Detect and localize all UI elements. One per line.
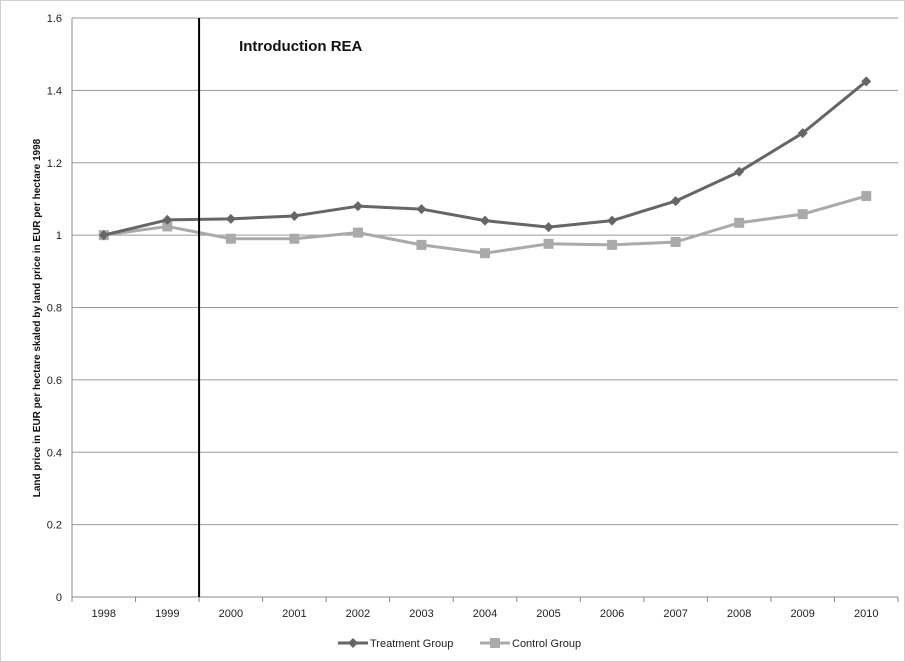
legend-label: Treatment Group: [370, 638, 453, 650]
data-point-control: [543, 238, 554, 249]
data-point-control: [352, 227, 363, 238]
y-tick-label: 1.4: [47, 85, 62, 97]
data-point-control: [225, 233, 236, 244]
data-point-control: [416, 239, 427, 250]
axes: 0 0.2 0.4 0.6 0.8 1 1.2 1.4 1.6 1998 1999 2000 2001 2…: [47, 13, 899, 620]
x-tick-label: 2003: [409, 608, 433, 620]
y-tick-label: 0.8: [47, 303, 62, 315]
data-point-control: [861, 191, 872, 202]
legend-marker: [490, 638, 500, 648]
x-tick-label: 2007: [663, 608, 687, 620]
data-point-treatment: [98, 230, 109, 241]
x-tick-label: 2010: [854, 608, 878, 620]
data-point-control: [162, 221, 173, 232]
x-tick-label: 2008: [727, 608, 751, 620]
y-axis-label: Land price in EUR per hectare skaled by …: [32, 138, 43, 497]
data-point-treatment: [797, 128, 808, 139]
data-point-control: [670, 237, 681, 248]
data-point-control: [607, 239, 618, 250]
data-point-treatment: [734, 166, 745, 177]
y-tick-label: 1: [56, 230, 62, 242]
legend-marker: [348, 638, 358, 648]
annotations: Introduction REA: [198, 18, 363, 597]
data-point-treatment: [162, 214, 173, 225]
data-point-control: [797, 209, 808, 220]
x-tick-label: 2002: [346, 608, 370, 620]
x-tick-label: 2005: [536, 608, 560, 620]
data-point-treatment: [289, 210, 300, 221]
data-point-treatment: [543, 222, 554, 233]
data-point-treatment: [861, 76, 872, 87]
x-tick-label: 2009: [790, 608, 814, 620]
data-point-treatment: [225, 213, 236, 224]
y-tick-label: 1.2: [47, 158, 62, 170]
data-point-treatment: [416, 204, 427, 215]
data-point-treatment: [480, 215, 490, 226]
y-tick-label: 0.2: [47, 520, 62, 532]
y-tick-label: 1.6: [47, 13, 62, 25]
data-point-treatment: [607, 215, 618, 226]
y-tick-label: 0: [56, 592, 62, 604]
legend-label: Control Group: [512, 638, 581, 650]
data-point-treatment: [352, 201, 363, 212]
data-point-treatment: [670, 196, 681, 207]
x-tick-label: 2001: [282, 608, 306, 620]
series-lines: [98, 76, 872, 259]
annotation-label: Introduction REA: [239, 38, 362, 55]
legend: Treatment Group Control Group: [338, 638, 581, 650]
x-tick-label: 2000: [219, 608, 243, 620]
data-point-control: [480, 248, 490, 259]
data-point-control: [734, 217, 745, 228]
x-tick-label: 2006: [600, 608, 624, 620]
x-tick-label: 2004: [473, 608, 497, 620]
x-tick-label: 1998: [92, 608, 116, 620]
data-point-control: [289, 233, 300, 244]
x-tick-label: 1999: [155, 608, 179, 620]
y-tick-label: 0.6: [47, 375, 62, 387]
y-tick-label: 0.4: [47, 447, 62, 459]
